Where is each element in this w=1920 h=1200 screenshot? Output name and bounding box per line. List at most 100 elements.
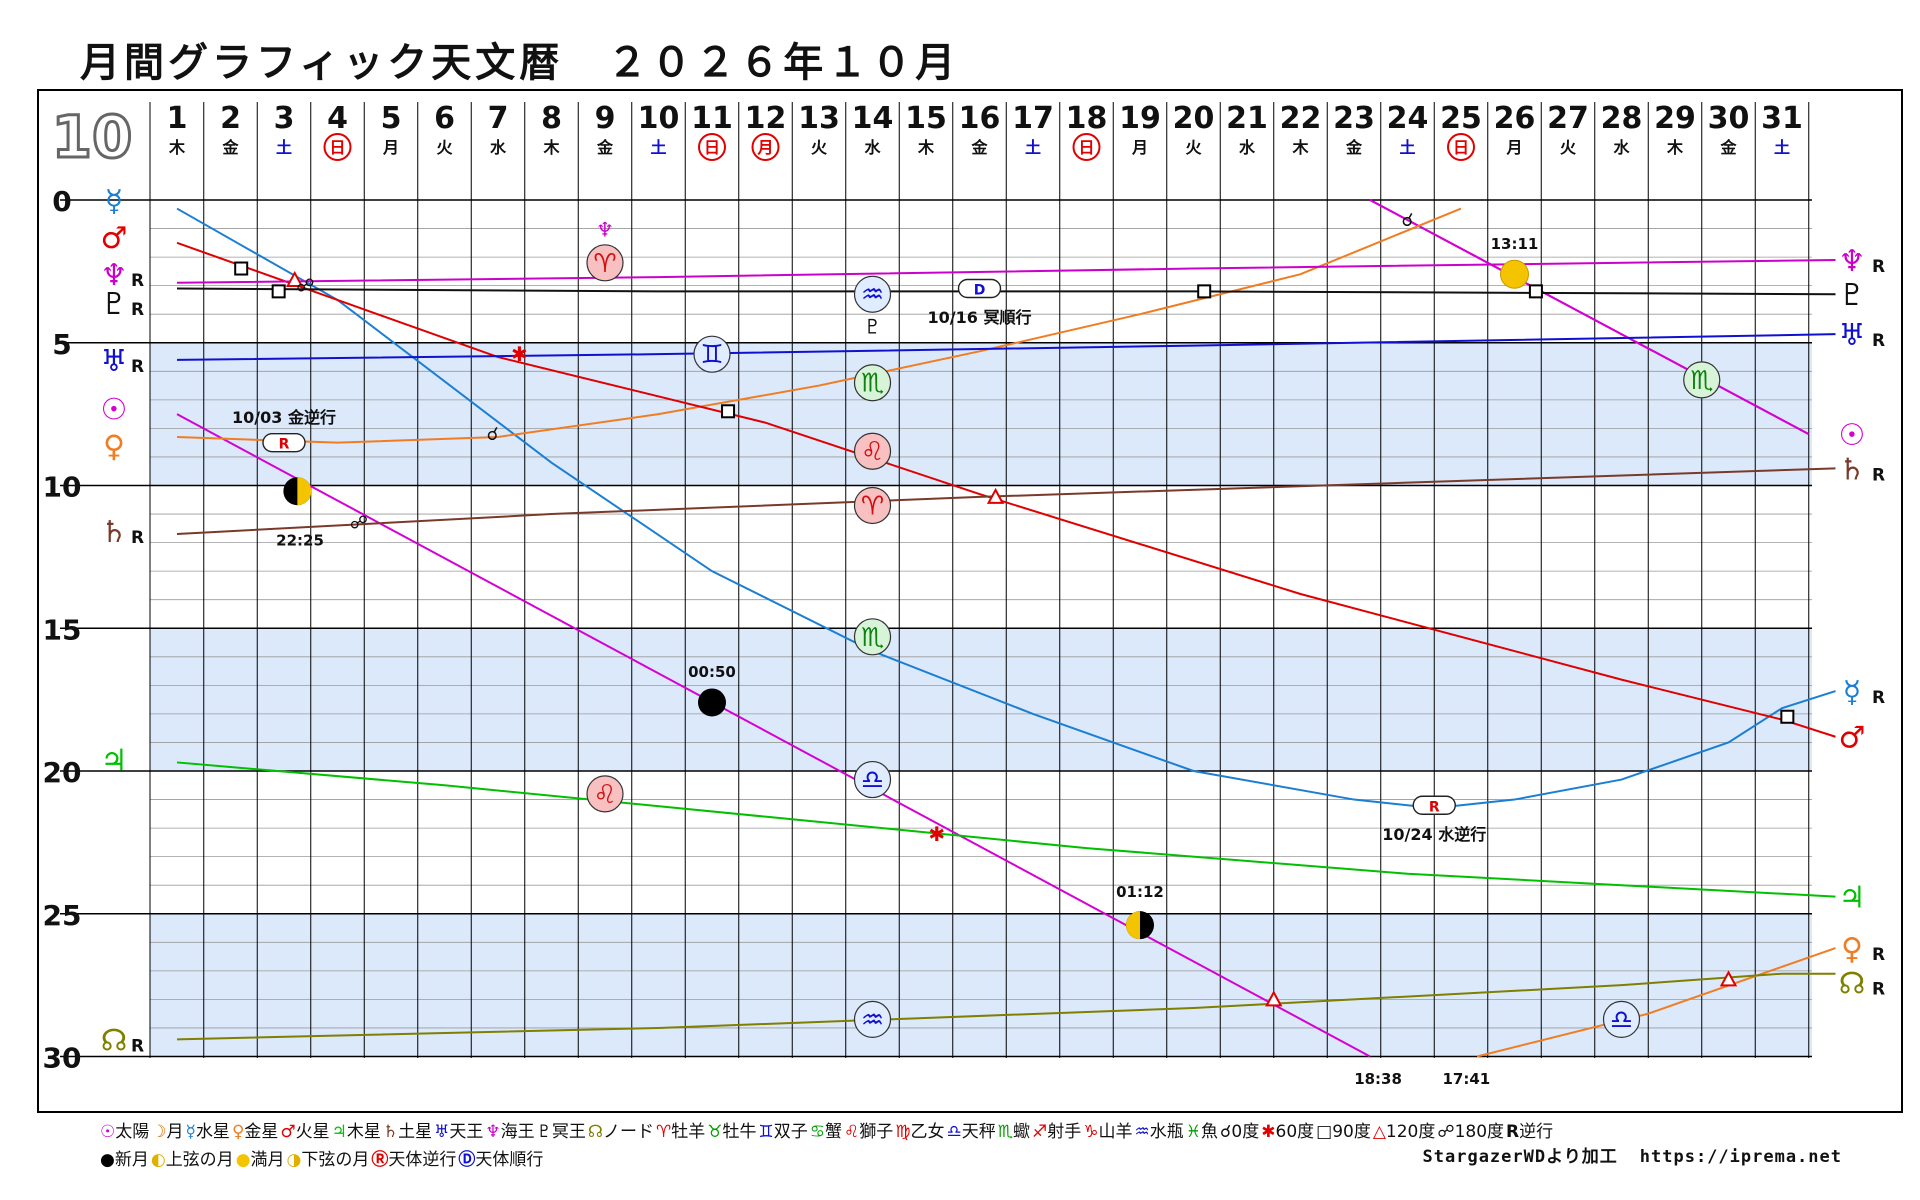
- neptune-mark: ♆: [596, 218, 614, 242]
- legend-symbol: R: [1506, 1122, 1520, 1142]
- credit-source: StargazerWDより加工: [1422, 1147, 1618, 1167]
- left-planet-glyph: ♅: [101, 344, 128, 379]
- weekday-label: 水: [1613, 138, 1630, 157]
- day-number: 27: [1547, 101, 1589, 136]
- right-planet-glyph: ♂: [1839, 721, 1866, 756]
- station-pill: [957, 278, 1002, 299]
- series-line-venus: [1476, 947, 1836, 1058]
- aspect-conjunction: ☌: [1401, 210, 1413, 231]
- sign-ingress-circle: [853, 760, 892, 799]
- legend-symbol: ✱: [1261, 1122, 1276, 1142]
- legend-symbol: ♐: [1032, 1122, 1048, 1142]
- aspect-conjunction: ☌: [487, 424, 499, 445]
- y-tick-label: 25: [43, 899, 82, 932]
- legend-item: Ⓓ天体順行: [458, 1150, 543, 1170]
- legend-text: 天体順行: [475, 1150, 544, 1170]
- day-number: 28: [1601, 101, 1643, 136]
- right-planet-glyph: ♃: [1839, 881, 1866, 916]
- day-number: 12: [745, 101, 787, 136]
- weekday-label: 土: [1399, 138, 1415, 157]
- legend-symbol: ☉: [100, 1122, 116, 1142]
- legend-item: ♆海王: [485, 1122, 534, 1142]
- station-letter: R: [279, 437, 290, 453]
- legend-item: ♈牡羊: [656, 1122, 705, 1142]
- weekday-label: 日: [1453, 138, 1469, 157]
- legend-text: 水星: [195, 1122, 230, 1142]
- legend-text: 火星: [295, 1122, 330, 1142]
- legend-text: 天体逆行: [388, 1150, 457, 1170]
- aspect-square: [1528, 284, 1543, 299]
- y-tick-label: 20: [43, 756, 82, 789]
- legend-symbol: ♏: [997, 1122, 1013, 1142]
- holiday-circle: [751, 133, 780, 161]
- chart-frame: [37, 89, 1903, 1113]
- sign-ingress-circle: [853, 275, 892, 313]
- sign-ingress-circle: [853, 432, 892, 470]
- legend-symbol: ♓: [1185, 1122, 1201, 1142]
- aspect-sextile: ✱: [511, 342, 528, 366]
- legend-symbol: ☿: [185, 1122, 196, 1142]
- legend-symbol: Ⓡ: [371, 1150, 389, 1170]
- legend-symbol: ☍: [1437, 1122, 1455, 1142]
- weekday-label: 金: [596, 138, 614, 157]
- legend-item: ♂火星: [280, 1122, 329, 1142]
- series-line-moon: [1369, 199, 1810, 435]
- legend-text: 天秤: [961, 1122, 996, 1142]
- legend-item: ♉牡牛: [707, 1122, 756, 1142]
- legend-item: ☽月: [151, 1122, 183, 1142]
- day-number: 21: [1226, 101, 1268, 136]
- aspect-square: [234, 261, 249, 276]
- legend-symbol: ♋: [809, 1122, 825, 1142]
- sign-ingress-glyph: ♒: [861, 280, 884, 310]
- legend-item: ◐上弦の月: [151, 1150, 234, 1170]
- right-planet-retro: R: [1872, 979, 1885, 999]
- moon-phase-time: 00:50: [688, 663, 736, 681]
- legend-symbol: ♑: [1083, 1122, 1099, 1142]
- series-line-uranus: [176, 333, 1836, 361]
- day-number: 6: [434, 101, 455, 136]
- day-number: 23: [1333, 101, 1375, 136]
- left-planet-glyph: ☊: [101, 1023, 128, 1058]
- legend-item: ♇冥王: [537, 1122, 586, 1142]
- legend-item: ☊ノード: [588, 1122, 654, 1142]
- holiday-circle: [698, 133, 726, 161]
- legend-text: 金星: [244, 1122, 279, 1142]
- right-planet-retro: R: [1872, 331, 1885, 351]
- right-planet-glyph: ☊: [1839, 966, 1866, 1001]
- legend-text: 天王: [449, 1122, 484, 1142]
- moon-phases: 22:25 00:50 13:11 01:12 18:38 17:41: [276, 235, 1538, 1088]
- day-number: 22: [1280, 101, 1322, 136]
- weekday-label: 水: [864, 138, 881, 157]
- weekday-label: 火: [811, 138, 828, 157]
- left-planet-glyph: ☉: [101, 392, 128, 427]
- sign-ingress-glyph: ♈: [861, 491, 884, 521]
- legend-text: 180度: [1454, 1122, 1505, 1142]
- legend-text: 牡牛: [722, 1122, 757, 1142]
- legend-item: ●満月: [236, 1150, 285, 1170]
- weekday-label: 水: [490, 138, 507, 157]
- legend-symbol: ♊: [758, 1122, 774, 1142]
- legend-symbol: ☽: [151, 1122, 167, 1142]
- day-number: 26: [1494, 101, 1536, 136]
- legend-symbol: ♌: [844, 1122, 860, 1142]
- day-number: 1: [167, 101, 188, 136]
- weekday-label: 火: [1560, 138, 1577, 157]
- legend-item: ♄土星: [383, 1122, 432, 1142]
- legend-item: ♍乙女: [895, 1122, 944, 1142]
- legend-text: 蟹: [825, 1122, 842, 1142]
- station-pill: [262, 432, 306, 453]
- shaded-band: [150, 342, 1812, 486]
- legend-item: Ⓡ天体逆行: [371, 1150, 456, 1170]
- aspect-marks: ☍ ✱ ☌ ☍ ☌ ✱: [234, 210, 1795, 1007]
- weekday-label: 木: [917, 138, 935, 157]
- aspect-sextile: ✱: [928, 822, 945, 846]
- station-letter: R: [1429, 799, 1440, 815]
- credit: StargazerWDより加工 https://iprema.net: [1401, 1142, 1842, 1167]
- sign-ingress-glyph: ♎: [861, 766, 884, 796]
- weekday-label: 金: [221, 138, 239, 157]
- sign-ingress-circle: [853, 618, 892, 656]
- legend-symbol: ☊: [587, 1122, 603, 1142]
- aspect-trine: [1265, 990, 1283, 1007]
- left-planet-retro: R: [131, 271, 144, 291]
